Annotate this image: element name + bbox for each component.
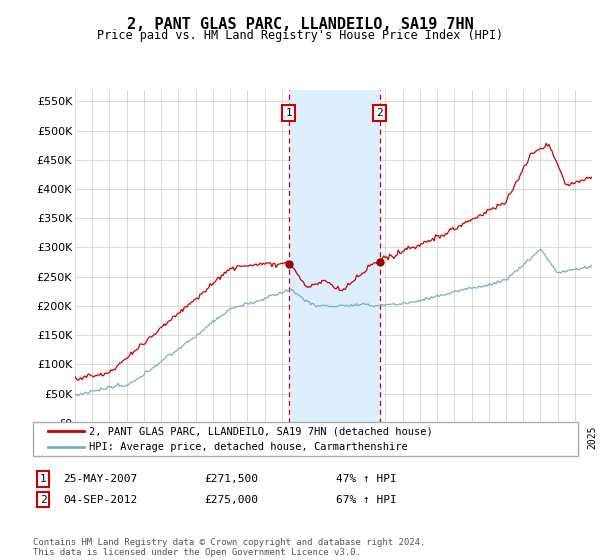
Text: 67% ↑ HPI: 67% ↑ HPI [336,494,397,505]
Text: 1: 1 [285,108,292,118]
Bar [289,90,380,423]
Text: 2, PANT GLAS PARC, LLANDEILO, SA19 7HN: 2, PANT GLAS PARC, LLANDEILO, SA19 7HN [127,17,473,32]
Text: £271,500: £271,500 [204,474,258,484]
Text: Price paid vs. HM Land Registry's House Price Index (HPI): Price paid vs. HM Land Registry's House … [97,29,503,42]
Text: Contains HM Land Registry data © Crown copyright and database right 2024.
This d: Contains HM Land Registry data © Crown c… [33,538,425,557]
Text: £275,000: £275,000 [204,494,258,505]
Text: 47% ↑ HPI: 47% ↑ HPI [336,474,397,484]
Text: 2: 2 [376,108,383,118]
Text: 2, PANT GLAS PARC, LLANDEILO, SA19 7HN (detached house): 2, PANT GLAS PARC, LLANDEILO, SA19 7HN (… [89,426,433,436]
Text: 2: 2 [40,494,47,505]
Text: 25-MAY-2007: 25-MAY-2007 [63,474,137,484]
Text: 1: 1 [40,474,47,484]
Text: 04-SEP-2012: 04-SEP-2012 [63,494,137,505]
Text: HPI: Average price, detached house, Carmarthenshire: HPI: Average price, detached house, Carm… [89,442,407,452]
